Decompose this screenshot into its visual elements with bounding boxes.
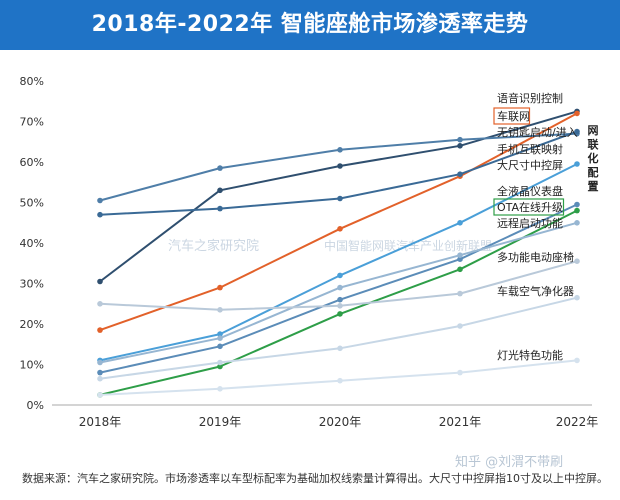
data-point — [457, 143, 463, 149]
data-point — [457, 136, 463, 143]
x-tick-label: 2020年 — [319, 415, 362, 429]
data-point — [457, 369, 463, 376]
data-point — [97, 392, 103, 398]
series-label: 车联网 — [497, 109, 530, 123]
data-point — [97, 359, 103, 366]
data-point — [337, 303, 343, 309]
footnote: 数据来源：汽车之家研究院。市场渗透率以车型标配率为基础加权线索量计算得出。大尺寸… — [22, 472, 608, 485]
data-point — [97, 278, 103, 285]
series-label: 无钥匙启动/进入 — [497, 125, 578, 139]
series-label: 语音识别控制 — [497, 91, 563, 105]
data-point — [337, 272, 343, 279]
group-label-char: 联 — [588, 137, 599, 151]
data-point — [97, 197, 103, 204]
group-label-char: 化 — [588, 151, 599, 165]
data-point — [457, 266, 463, 273]
data-point — [574, 128, 580, 135]
data-point — [97, 375, 103, 382]
data-point — [97, 301, 103, 307]
data-point — [217, 307, 223, 313]
data-point — [217, 359, 223, 366]
series-label: 大尺寸中控屏 — [497, 158, 563, 172]
data-point — [217, 386, 223, 392]
x-axis: 2018年 2019年 2020年 2021年 2022年 — [52, 404, 599, 429]
data-point — [337, 163, 343, 169]
data-point — [337, 311, 343, 317]
data-point — [217, 165, 223, 171]
data-point — [217, 205, 223, 212]
data-point — [337, 377, 343, 384]
x-tick-label: 2021年 — [439, 415, 482, 429]
y-tick-label: 0% — [27, 399, 44, 412]
data-point — [574, 201, 580, 208]
line-chart: 0% 10% 20% 30% 40% 50% 60% 70% 80% 2018年 2019年 202… — [20, 75, 599, 470]
y-tick-label: 60% — [20, 156, 44, 169]
data-point — [217, 284, 223, 291]
group-label-char: 网 — [588, 124, 599, 137]
watermarks: 汽车之家研究院 中国智能网联汽车产业创新联盟 — [168, 238, 492, 254]
watermark-text: 汽车之家研究院 — [168, 238, 259, 254]
data-point — [457, 290, 463, 297]
series-label: OTA在线升级 — [497, 200, 563, 214]
series-label-box — [493, 107, 531, 125]
data-point — [97, 211, 103, 218]
series-label: 远程启动功能 — [497, 216, 563, 230]
y-tick-label: 20% — [20, 318, 44, 331]
series-label: 多功能电动座椅 — [497, 250, 574, 264]
data-point — [457, 220, 463, 226]
data-point — [457, 252, 463, 258]
data-point — [574, 110, 580, 117]
data-point — [574, 207, 580, 214]
title-bar: 2018年-2022年 智能座舱市场渗透率走势 — [0, 0, 620, 50]
series-label: 车载空气净化器 — [497, 284, 574, 298]
data-point — [337, 345, 343, 352]
group-label-char: 配 — [588, 165, 599, 179]
series-label: 灯光特色功能 — [497, 348, 563, 362]
data-point — [574, 357, 580, 364]
x-tick-label: 2018年 — [79, 415, 122, 429]
data-point — [574, 258, 580, 264]
y-tick-label: 40% — [20, 237, 44, 250]
y-tick-label: 50% — [20, 197, 44, 210]
series-label: 全液晶仪表盘 — [497, 184, 563, 198]
data-point — [217, 331, 223, 337]
data-point — [574, 294, 580, 301]
data-point — [217, 335, 223, 342]
data-point — [97, 369, 103, 376]
data-point — [217, 343, 223, 350]
data-point — [97, 327, 103, 333]
data-point — [574, 220, 580, 226]
data-point — [217, 187, 223, 194]
data-point — [457, 323, 463, 329]
data-point — [337, 296, 343, 303]
x-tick-label: 2022年 — [556, 415, 599, 429]
data-point — [337, 226, 343, 232]
data-point — [337, 284, 343, 291]
data-point — [217, 363, 223, 370]
y-tick-label: 30% — [20, 278, 44, 291]
series-label: 手机互联映射 — [497, 142, 563, 156]
chart-title: 2018年-2022年 智能座舱市场渗透率走势 — [91, 12, 529, 37]
signature-watermark: 知乎 @刘渭不带刷 — [455, 454, 563, 470]
group-label-char: 置 — [588, 180, 599, 193]
series-label-box — [493, 198, 565, 216]
series-lines — [97, 108, 580, 398]
series-line — [99, 296, 578, 380]
y-tick-label: 80% — [20, 75, 44, 88]
y-tick-label: 70% — [20, 116, 44, 129]
x-tick-label: 2019年 — [199, 415, 242, 429]
data-point — [337, 195, 343, 202]
y-axis: 0% 10% 20% 30% 40% 50% 60% 70% 80% — [20, 75, 44, 412]
data-point — [457, 256, 463, 262]
data-point — [574, 161, 580, 167]
y-tick-label: 10% — [20, 359, 44, 372]
data-point — [457, 171, 463, 177]
data-point — [337, 147, 343, 153]
